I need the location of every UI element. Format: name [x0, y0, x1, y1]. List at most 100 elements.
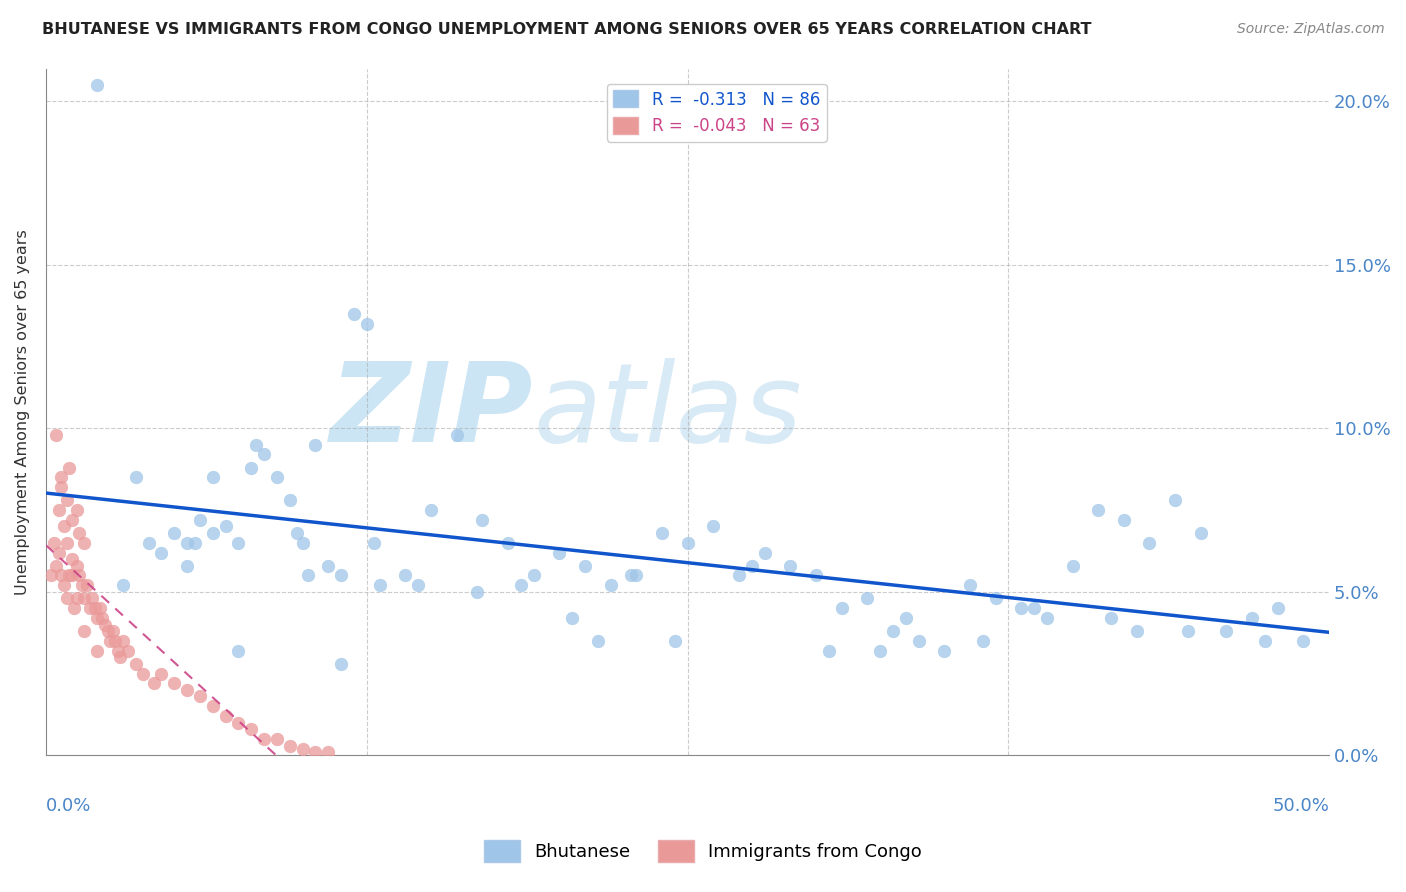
Point [651, 525, 673, 540]
Point [522, 568, 544, 582]
Point [1292, 633, 1315, 648]
Point [67, 568, 90, 582]
Point [297, 568, 319, 582]
Point [55, 535, 77, 549]
Point [1112, 513, 1135, 527]
Point [266, 731, 288, 746]
Point [1177, 624, 1199, 638]
Point [125, 470, 148, 484]
Point [496, 535, 519, 549]
Point [817, 643, 839, 657]
Point [240, 722, 263, 736]
Point [316, 745, 339, 759]
Point [548, 545, 571, 559]
Legend: Bhutanese, Immigrants from Congo: Bhutanese, Immigrants from Congo [477, 833, 929, 870]
Point [51, 480, 73, 494]
Point [228, 715, 250, 730]
Point [509, 578, 531, 592]
Point [201, 525, 224, 540]
Point [48, 545, 70, 559]
Text: BHUTANESE VS IMMIGRANTS FROM CONGO UNEMPLOYMENT AMONG SENIORS OVER 65 YEARS CORR: BHUTANESE VS IMMIGRANTS FROM CONGO UNEMP… [42, 22, 1091, 37]
Text: ZIP: ZIP [330, 359, 533, 466]
Point [67, 525, 90, 540]
Point [620, 568, 643, 582]
Point [150, 545, 173, 559]
Point [394, 568, 416, 582]
Point [599, 578, 621, 592]
Point [52, 578, 75, 592]
Point [882, 624, 904, 638]
Point [728, 568, 751, 582]
Point [330, 568, 353, 582]
Point [465, 584, 488, 599]
Point [356, 317, 378, 331]
Point [368, 578, 391, 592]
Point [86, 78, 108, 92]
Point [70, 578, 93, 592]
Point [98, 633, 121, 648]
Point [1010, 601, 1032, 615]
Point [111, 633, 134, 648]
Point [107, 643, 129, 657]
Point [1241, 611, 1264, 625]
Point [934, 643, 956, 657]
Point [176, 682, 198, 697]
Text: atlas: atlas [533, 359, 803, 466]
Point [316, 558, 339, 573]
Point [60, 513, 83, 527]
Point [201, 470, 224, 484]
Point [741, 558, 763, 573]
Point [66, 503, 89, 517]
Point [101, 624, 124, 638]
Point [66, 591, 89, 606]
Point [291, 741, 314, 756]
Point [89, 601, 111, 615]
Point [1254, 633, 1277, 648]
Point [60, 552, 83, 566]
Point [831, 601, 853, 615]
Point [856, 591, 879, 606]
Point [76, 578, 98, 592]
Point [266, 470, 288, 484]
Y-axis label: Unemployment Among Seniors over 65 years: Unemployment Among Seniors over 65 years [15, 229, 30, 595]
Point [1125, 624, 1147, 638]
Point [91, 611, 114, 625]
Point [63, 601, 86, 615]
Point [51, 568, 73, 582]
Point [73, 591, 96, 606]
Point [201, 699, 224, 714]
Point [626, 568, 648, 582]
Legend: R =  -0.313   N = 86, R =  -0.043   N = 63: R = -0.313 N = 86, R = -0.043 N = 63 [607, 84, 827, 142]
Point [446, 427, 468, 442]
Point [304, 437, 326, 451]
Point [52, 519, 75, 533]
Point [664, 633, 686, 648]
Point [188, 690, 211, 704]
Point [240, 460, 263, 475]
Point [287, 525, 309, 540]
Point [228, 643, 250, 657]
Point [959, 578, 981, 592]
Point [330, 657, 353, 671]
Point [245, 437, 267, 451]
Point [58, 568, 80, 582]
Point [984, 591, 1007, 606]
Point [1139, 535, 1161, 549]
Point [214, 709, 236, 723]
Point [907, 633, 929, 648]
Point [304, 745, 326, 759]
Point [894, 611, 917, 625]
Point [111, 578, 134, 592]
Point [48, 503, 70, 517]
Point [176, 558, 198, 573]
Point [291, 535, 314, 549]
Point [39, 568, 62, 582]
Point [86, 611, 108, 625]
Point [676, 535, 699, 549]
Point [363, 535, 385, 549]
Point [117, 643, 139, 657]
Point [586, 633, 609, 648]
Point [55, 493, 77, 508]
Point [1087, 503, 1109, 517]
Point [184, 535, 207, 549]
